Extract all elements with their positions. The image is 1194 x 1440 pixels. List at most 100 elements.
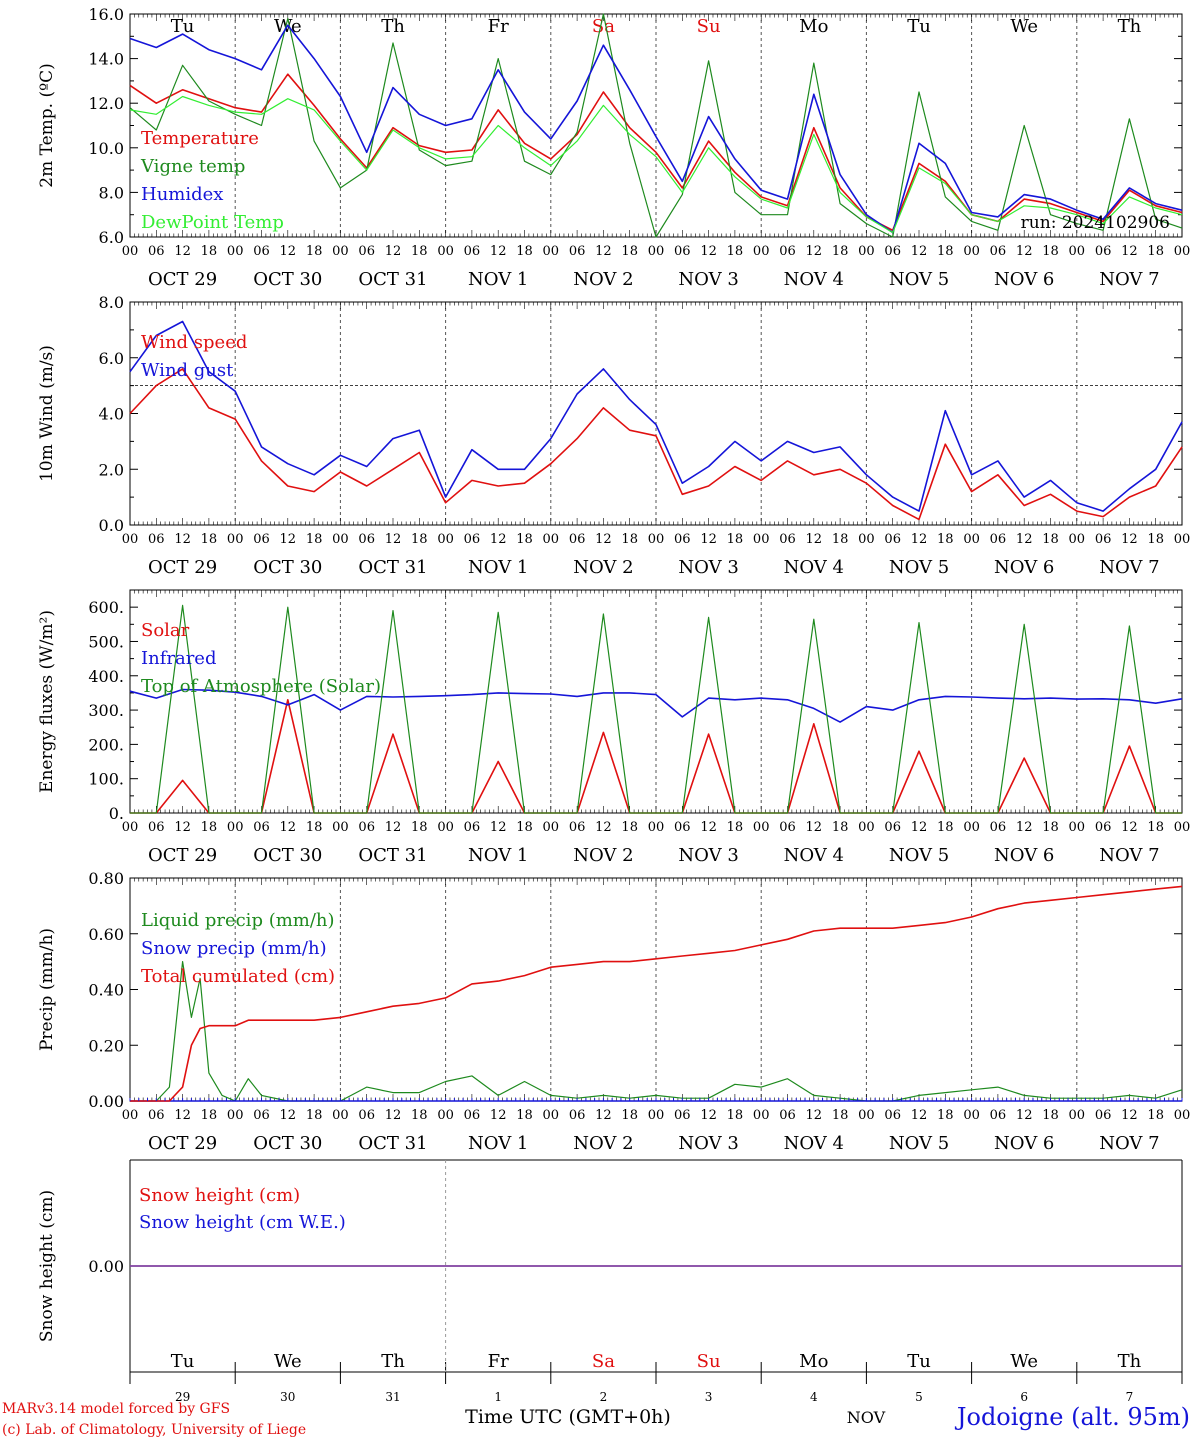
y-tick-label: 0. bbox=[109, 804, 124, 823]
hour-tick-label: 00 bbox=[227, 244, 244, 259]
meteogram-panels: 6.08.010.012.014.016.02m Temp. (ºC)Tu We T… bbox=[37, 5, 1190, 1404]
hour-tick-label: 18 bbox=[937, 532, 954, 547]
footer: MARv3.14 model forced by GFS (c) Lab. of… bbox=[2, 1401, 1190, 1438]
hour-tick-label: 12 bbox=[1121, 532, 1138, 547]
day-number: 6 bbox=[1020, 1390, 1028, 1404]
hour-tick-label: 18 bbox=[1042, 820, 1059, 835]
hour-tick-label: 00 bbox=[963, 820, 980, 835]
legend-entry: Vigne temp bbox=[140, 156, 245, 177]
hour-tick-label: 12 bbox=[595, 1108, 612, 1123]
hour-tick-label: 12 bbox=[280, 1108, 297, 1123]
day-label: Th bbox=[381, 1351, 405, 1372]
hour-tick-label: 06 bbox=[569, 1108, 586, 1123]
hour-tick-label: 18 bbox=[516, 820, 533, 835]
hour-tick-label: 12 bbox=[490, 820, 507, 835]
y-tick-label: 4.0 bbox=[99, 405, 124, 424]
date-label: NOV 2 bbox=[573, 1133, 633, 1154]
date-label: NOV 4 bbox=[784, 1133, 844, 1154]
day-label: Tu bbox=[171, 1351, 195, 1372]
date-label: OCT 31 bbox=[358, 557, 427, 578]
hour-tick-label: 06 bbox=[464, 1108, 481, 1123]
y-tick-label: 100. bbox=[88, 770, 124, 789]
day-label: Th bbox=[1118, 1351, 1142, 1372]
hour-tick-label: 18 bbox=[1147, 532, 1164, 547]
month-label: NOV bbox=[847, 1408, 886, 1427]
hour-tick-label: 06 bbox=[464, 820, 481, 835]
hour-tick-label: 00 bbox=[963, 532, 980, 547]
date-label: NOV 7 bbox=[1099, 845, 1159, 866]
day-number: 3 bbox=[705, 1390, 713, 1404]
date-label: NOV 4 bbox=[784, 557, 844, 578]
series-line-blue bbox=[129, 24, 1183, 234]
hour-tick-label: 06 bbox=[990, 532, 1007, 547]
hour-tick-label: 06 bbox=[674, 244, 691, 259]
hour-tick-label: 00 bbox=[437, 532, 454, 547]
hour-tick-label: 00 bbox=[753, 1108, 770, 1123]
hour-tick-label: 06 bbox=[990, 820, 1007, 835]
hour-tick-label: 18 bbox=[621, 244, 638, 259]
day-number: 7 bbox=[1126, 1390, 1134, 1404]
model-credit-line1: MARv3.14 model forced by GFS bbox=[2, 1401, 230, 1417]
hour-tick-label: 18 bbox=[937, 820, 954, 835]
hour-tick-label: 18 bbox=[411, 820, 428, 835]
hour-tick-label: 18 bbox=[1147, 1108, 1164, 1123]
series-line-red bbox=[129, 73, 1183, 232]
day-number: 5 bbox=[915, 1390, 923, 1404]
hour-tick-label: 18 bbox=[411, 244, 428, 259]
panel-snow: 0.00 Snow height (cm) Snow height (cm) Snow… bbox=[37, 1159, 1183, 1404]
hour-tick-label: 06 bbox=[569, 820, 586, 835]
hour-tick-label: 06 bbox=[253, 820, 270, 835]
y-tick-label: 6.0 bbox=[99, 349, 124, 368]
date-label: OCT 29 bbox=[148, 557, 217, 578]
hour-tick-label: 12 bbox=[595, 820, 612, 835]
day-label: Mo bbox=[799, 1351, 828, 1372]
legend-entry: Snow precip (mm/h) bbox=[141, 938, 327, 959]
series-line-blue bbox=[129, 688, 1183, 723]
day-label: We bbox=[274, 1351, 302, 1372]
hour-tick-label: 06 bbox=[358, 820, 375, 835]
series-line-lightgreen bbox=[129, 95, 1183, 234]
hour-tick-label: 12 bbox=[385, 1108, 402, 1123]
hour-tick-label: 18 bbox=[411, 1108, 428, 1123]
day-label: We bbox=[1010, 1351, 1038, 1372]
hour-tick-label: 12 bbox=[280, 532, 297, 547]
date-label: NOV 3 bbox=[678, 1133, 738, 1154]
hour-tick-label: 12 bbox=[490, 1108, 507, 1123]
date-label: OCT 30 bbox=[253, 1133, 322, 1154]
date-label: NOV 7 bbox=[1099, 269, 1159, 290]
y-tick-label: 8.0 bbox=[99, 293, 124, 312]
hour-tick-label: 00 bbox=[753, 244, 770, 259]
hour-tick-label: 12 bbox=[385, 820, 402, 835]
hour-tick-label: 12 bbox=[174, 244, 191, 259]
series-line-darkgreen bbox=[129, 13, 1183, 238]
date-label: NOV 4 bbox=[784, 269, 844, 290]
y-tick-label: 200. bbox=[88, 735, 124, 754]
hour-tick-label: 00 bbox=[122, 1108, 139, 1123]
hour-tick-label: 06 bbox=[148, 244, 165, 259]
y-tick-label: 14.0 bbox=[88, 50, 124, 69]
hour-tick-label: 06 bbox=[884, 244, 901, 259]
y-tick-label: 2.0 bbox=[99, 460, 124, 479]
hour-tick-label: 18 bbox=[727, 532, 744, 547]
date-label: OCT 29 bbox=[148, 269, 217, 290]
date-label: OCT 30 bbox=[253, 269, 322, 290]
hour-tick-label: 06 bbox=[253, 1108, 270, 1123]
hour-tick-label: 06 bbox=[358, 532, 375, 547]
date-label: NOV 4 bbox=[784, 845, 844, 866]
date-label: NOV 6 bbox=[994, 269, 1054, 290]
hour-tick-label: 12 bbox=[1016, 244, 1033, 259]
hour-tick-label: 06 bbox=[779, 532, 796, 547]
legend-entry: Liquid precip (mm/h) bbox=[141, 910, 335, 931]
y-tick-label: 500. bbox=[88, 632, 124, 651]
y-tick-label: 0.00 bbox=[88, 1092, 124, 1111]
hour-tick-label: 00 bbox=[543, 244, 560, 259]
date-label: NOV 3 bbox=[678, 557, 738, 578]
date-label: NOV 5 bbox=[889, 557, 949, 578]
hour-tick-label: 12 bbox=[280, 820, 297, 835]
hour-tick-label: 18 bbox=[201, 532, 218, 547]
date-label: NOV 1 bbox=[468, 845, 528, 866]
hour-tick-label: 00 bbox=[543, 1108, 560, 1123]
date-label: NOV 1 bbox=[468, 557, 528, 578]
hour-tick-label: 12 bbox=[595, 532, 612, 547]
date-label: OCT 31 bbox=[358, 845, 427, 866]
